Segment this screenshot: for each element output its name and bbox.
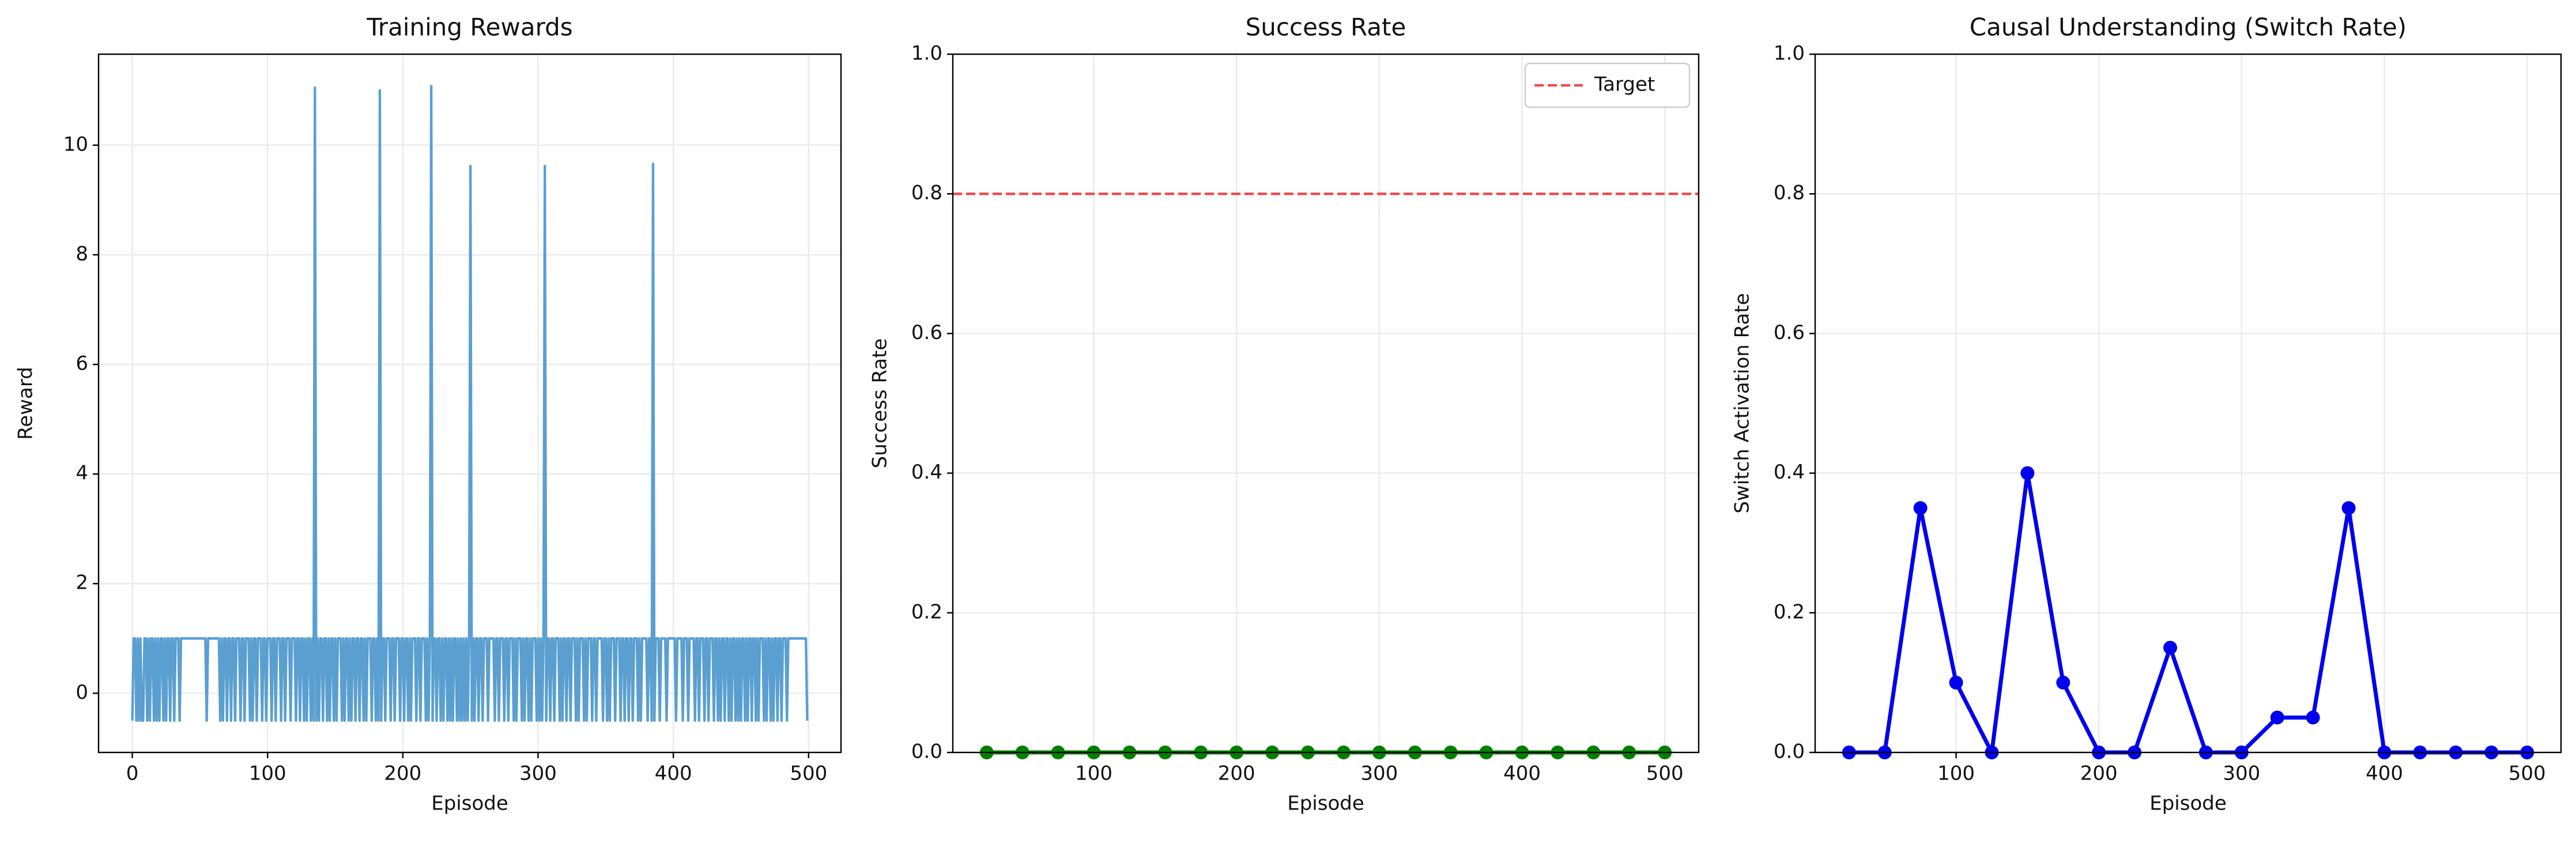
axes-frame bbox=[1814, 53, 2562, 754]
point bbox=[2306, 710, 2320, 725]
y-tick-label: 0.2 bbox=[911, 600, 942, 623]
y-axis-label: Switch Activation Rate bbox=[1731, 293, 1754, 513]
x-tick-label: 200 bbox=[1218, 762, 1255, 785]
point bbox=[2020, 466, 2035, 480]
axes-frame bbox=[97, 53, 842, 754]
x-tick-label: 200 bbox=[384, 762, 421, 785]
y-tick-label: 4 bbox=[76, 462, 88, 485]
x-tick-label: 500 bbox=[2509, 762, 2546, 785]
series-line bbox=[131, 84, 809, 722]
x-tick-label: 300 bbox=[2223, 762, 2260, 785]
y-tick-label: 1.0 bbox=[1774, 42, 1805, 65]
y-tick-label: 0.0 bbox=[1774, 740, 1805, 763]
x-tick-label: 400 bbox=[2366, 762, 2403, 785]
y-tick-label: 10 bbox=[63, 133, 88, 156]
point bbox=[1949, 675, 1963, 690]
point bbox=[2056, 675, 2070, 690]
y-tick-label: 0.2 bbox=[1774, 600, 1805, 623]
x-tick-label: 500 bbox=[1646, 762, 1684, 785]
chart-title: Causal Understanding (Switch Rate) bbox=[1970, 13, 2407, 42]
x-axis-label: Episode bbox=[1287, 792, 1364, 815]
y-tick-label: 6 bbox=[76, 352, 88, 375]
axes-frame bbox=[952, 53, 1700, 754]
y-tick-label: 2 bbox=[76, 571, 88, 594]
x-tick-label: 100 bbox=[1937, 762, 1975, 785]
x-tick-label: 400 bbox=[655, 762, 692, 785]
y-tick-label: 1.0 bbox=[911, 42, 942, 65]
chart-title: Success Rate bbox=[1246, 13, 1406, 42]
x-tick-label: 100 bbox=[249, 762, 286, 785]
y-tick-label: 0.8 bbox=[911, 182, 942, 205]
chart-title: Training Rewards bbox=[366, 13, 572, 42]
x-tick-label: 200 bbox=[2080, 762, 2118, 785]
y-tick-label: 0.6 bbox=[1774, 321, 1805, 344]
x-tick-label: 300 bbox=[1360, 762, 1398, 785]
y-tick-label: 0.0 bbox=[911, 740, 942, 763]
point bbox=[1913, 501, 1928, 515]
x-tick-label: 400 bbox=[1503, 762, 1541, 785]
y-tick-label: 0 bbox=[76, 681, 88, 704]
x-tick-label: 0 bbox=[126, 762, 139, 785]
point bbox=[2270, 710, 2284, 725]
x-tick-label: 500 bbox=[790, 762, 827, 785]
x-tick-label: 100 bbox=[1075, 762, 1112, 785]
x-axis-label: Episode bbox=[2149, 792, 2227, 815]
x-tick-label: 300 bbox=[519, 762, 557, 785]
legend-label: Target bbox=[1594, 73, 1655, 96]
y-axis-label: Reward bbox=[14, 367, 37, 440]
y-tick-label: 0.4 bbox=[911, 461, 942, 484]
legend-box bbox=[1524, 62, 1691, 108]
x-axis-label: Episode bbox=[431, 792, 508, 815]
point bbox=[2341, 501, 2356, 515]
y-tick-label: 0.8 bbox=[1774, 182, 1805, 205]
y-tick-label: 0.6 bbox=[911, 321, 942, 344]
y-axis-label: Success Rate bbox=[869, 338, 892, 469]
y-tick-label: 0.4 bbox=[1774, 461, 1805, 484]
y-tick-label: 8 bbox=[76, 242, 88, 265]
point bbox=[2163, 641, 2178, 655]
